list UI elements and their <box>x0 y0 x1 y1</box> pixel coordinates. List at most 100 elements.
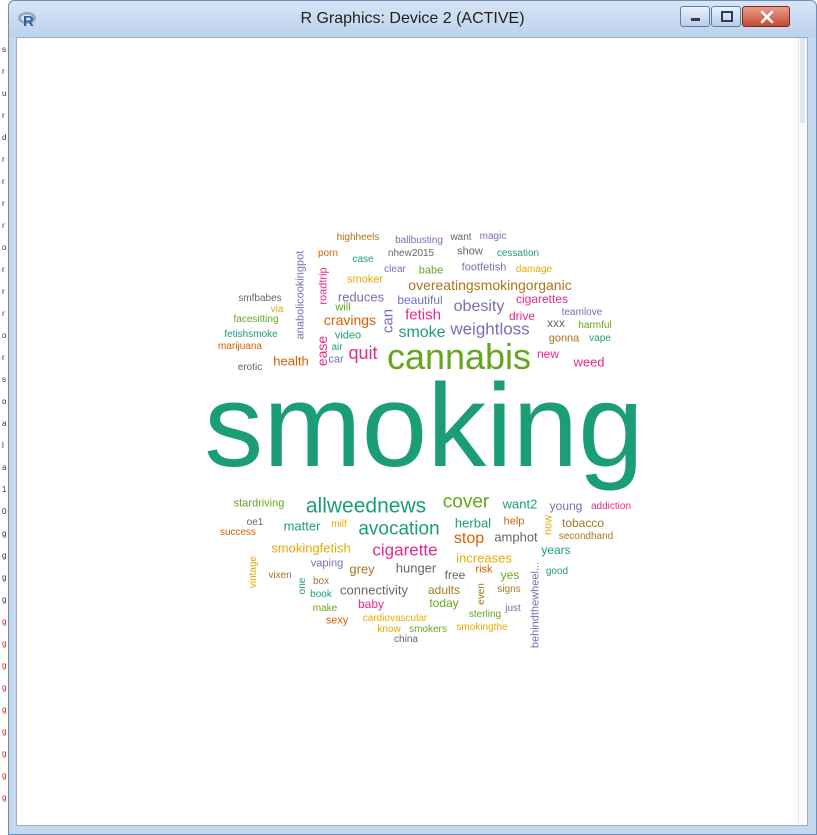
cloud-word: video <box>334 329 362 342</box>
cloud-word: nhew2015 <box>387 248 435 259</box>
window-title: R Graphics: Device 2 (ACTIVE) <box>300 10 525 27</box>
console-char: g <box>2 727 7 736</box>
cloud-word: overeatingsmokingorganic <box>408 277 572 293</box>
cloud-word: porn <box>317 248 339 259</box>
background-console: s r u r d r r r r o r r r o r s o a l a 1 0 g g g g g g g g g g g g g <box>0 0 10 835</box>
console-char: g <box>2 573 7 582</box>
console-char: d <box>2 133 7 142</box>
r-graphics-window: R R Graphics: Device 2 (ACTIVE) smoking c… <box>8 0 817 835</box>
cloud-word: stardriving <box>233 497 285 510</box>
cloud-word: book <box>310 589 332 600</box>
title-bar[interactable]: R R Graphics: Device 2 (ACTIVE) <box>9 1 816 37</box>
console-char: r <box>2 221 5 230</box>
cloud-word: today <box>429 596 459 610</box>
graphics-canvas: smoking cannabis allweednews avocation cover… <box>16 37 808 826</box>
cloud-word: cannabis <box>386 336 532 377</box>
app-icon-letter: R <box>23 13 34 29</box>
cloud-word: success <box>219 527 257 538</box>
cloud-word: show <box>457 245 483 258</box>
cloud-word: cardiovascular <box>362 613 428 624</box>
console-char: r <box>2 199 5 208</box>
scrollbar-thumb[interactable] <box>800 38 805 123</box>
console-char: r <box>2 309 5 318</box>
cloud-word: facesitting <box>233 314 279 325</box>
cloud-word: clear <box>384 264 406 275</box>
console-char: g <box>2 705 7 714</box>
cloud-word: vintage <box>248 555 259 589</box>
cloud-word: obesity <box>453 298 505 315</box>
cloud-word: damage <box>515 264 553 275</box>
console-char: r <box>2 287 5 296</box>
cloud-word: via <box>270 304 284 315</box>
cloud-word: smoker <box>346 273 384 286</box>
cloud-word: magic <box>479 231 507 242</box>
cloud-word: increases <box>456 550 512 566</box>
cloud-word: will <box>335 301 351 314</box>
console-char: o <box>2 331 7 340</box>
cloud-word: ballbusting <box>395 235 443 246</box>
console-char: r <box>2 155 5 164</box>
console-char: u <box>2 89 7 98</box>
console-char: r <box>2 265 5 274</box>
vertical-scrollbar[interactable] <box>798 38 807 825</box>
cloud-word: can <box>379 308 397 334</box>
cloud-word: new <box>536 347 560 361</box>
console-char: 0 <box>2 507 7 516</box>
cloud-word: addiction <box>590 501 632 512</box>
cloud-word: adults <box>427 583 461 597</box>
console-char: g <box>2 793 7 802</box>
cloud-word: yes <box>500 568 520 582</box>
cloud-word: now <box>542 514 555 536</box>
cloud-word: young <box>549 499 583 513</box>
cloud-word: xxx <box>547 316 565 330</box>
cloud-word: risk <box>475 563 493 576</box>
cloud-word: behindthewheel... <box>529 561 542 649</box>
console-char: r <box>2 353 5 362</box>
cloud-word: harmful <box>578 320 612 331</box>
cloud-word: years <box>541 543 571 557</box>
cloud-word: cravings <box>323 312 377 328</box>
console-char: a <box>2 419 7 428</box>
console-char: o <box>2 397 7 406</box>
minimize-icon <box>691 18 700 21</box>
console-char: a <box>2 463 7 472</box>
cloud-word: one <box>297 577 308 595</box>
cloud-word: fetishsmoke <box>224 329 278 340</box>
cloud-word: allweednews <box>305 494 427 518</box>
cloud-word: ease <box>314 335 330 367</box>
console-char: g <box>2 529 7 538</box>
cloud-word: smoke <box>398 324 446 341</box>
cloud-word: cover <box>442 491 490 513</box>
cloud-word: hunger <box>395 560 437 576</box>
cloud-word: reduces <box>337 289 385 305</box>
minimize-button[interactable] <box>680 6 710 27</box>
console-char: s <box>2 375 6 384</box>
cloud-word: just <box>505 603 521 614</box>
console-char: g <box>2 595 7 604</box>
cloud-word: vape <box>589 333 611 344</box>
console-char: g <box>2 617 7 626</box>
cloud-word: milf <box>331 519 347 530</box>
maximize-button[interactable] <box>711 6 741 27</box>
maximize-icon <box>721 11 733 22</box>
cloud-word: sterling <box>468 609 502 620</box>
cloud-word: want2 <box>502 496 538 512</box>
cloud-word: highheels <box>336 232 380 243</box>
cloud-word: smokers <box>409 624 447 635</box>
cloud-word: vixen <box>268 570 292 581</box>
cloud-word: oe1 <box>246 517 264 528</box>
cloud-word: air <box>331 342 343 353</box>
cloud-word: want <box>450 232 472 243</box>
cloud-word: even <box>476 583 487 605</box>
word-cloud: smoking cannabis allweednews avocation cover… <box>17 38 809 827</box>
cloud-word: smfbabes <box>238 293 282 304</box>
console-char: 1 <box>2 485 7 494</box>
cloud-word: fetish <box>405 306 441 324</box>
console-char: g <box>2 661 7 670</box>
console-char: r <box>2 111 5 120</box>
console-char: r <box>2 67 5 76</box>
cloud-word: good <box>545 566 569 577</box>
cloud-word: vaping <box>310 557 344 570</box>
cloud-word: quit <box>348 343 378 363</box>
close-button[interactable] <box>742 6 790 27</box>
